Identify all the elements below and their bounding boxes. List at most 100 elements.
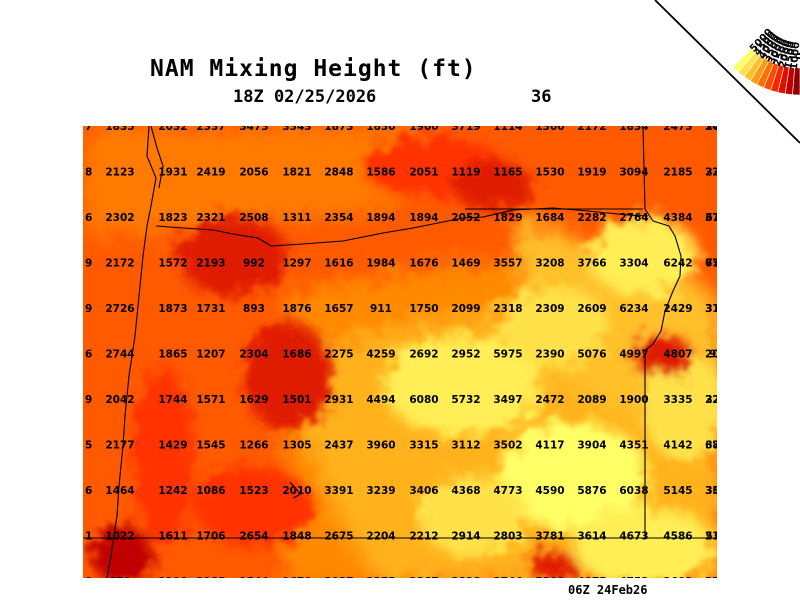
grid-value: 20 [705,349,717,361]
grid-value: 1464 [105,485,134,497]
map-title: NAM Mixing Height (ft) [150,56,477,82]
grid-value: 3904 [577,440,606,452]
grid-value: 1931 [158,167,187,179]
grid-value: 3557 [493,258,522,270]
grid-value: 5300 [535,576,564,578]
grid-value: 1530 [535,167,564,179]
grid-value: 2302 [105,212,134,224]
grid-value: 3391 [324,485,353,497]
grid-value: 1894 [366,212,395,224]
grid-value-edge: 9 [85,394,92,406]
grid-value: 3331 [705,167,717,179]
grid-value: 22 [705,167,717,179]
legend-swatch [756,60,775,89]
grid-value: 37 [705,212,717,224]
grid-value: 1190 [158,576,187,578]
grid-value: 1469 [451,258,480,270]
grid-value: 2193 [196,258,225,270]
grid-value: 1900 [409,126,438,133]
grid-value: 3719 [451,126,480,133]
grid-value: 2508 [239,212,268,224]
coastal-inlet [289,481,302,499]
grid-value: 2172 [577,126,606,133]
grid-value-edge: 9 [85,258,92,270]
grid-value: 2952 [451,349,480,361]
grid-value: 2914 [451,531,480,543]
grid-value: 2052 [451,212,480,224]
grid-value: 2099 [451,303,480,315]
grid-value: 2375 [366,576,395,578]
grid-value-edge: 6 [85,349,92,361]
grid-value: 893 [243,303,265,315]
grid-value: 1834 [619,126,648,133]
contour-region-yellow-3 [588,216,698,296]
grid-value: 2726 [105,303,134,315]
grid-value: 1611 [158,531,187,543]
puget-sound-shoreline [150,126,164,189]
grid-value: 2204 [366,531,395,543]
grid-value: 1865 [158,349,187,361]
grid-value: 6195 [705,212,717,224]
forecast-hour: 36 [531,87,552,107]
grid-value: 911 [370,303,392,315]
contour-region-red-2 [243,321,333,431]
grid-value: 3473 [239,126,268,133]
contour-region-yellow-7 [418,476,528,556]
grid-value: 3781 [535,531,564,543]
grid-value: 1266 [239,440,268,452]
grid-value: 1876 [282,303,311,315]
grid-value: 6242 [663,258,692,270]
grid-value-edge: 9 [85,303,92,315]
contour-region-red-7 [633,336,693,376]
snake-river-state-line [642,126,682,357]
legend-label: 1500 [783,41,799,70]
grid-value: 4586 [663,531,692,543]
grid-value: 1185 [196,576,225,578]
grid-value: 992 [243,258,265,270]
grid-value: 1572 [158,258,187,270]
grid-value: 1744 [158,394,187,406]
grid-value: 2654 [239,531,268,543]
grid-value: 2321 [196,212,225,224]
grid-value: 3208 [535,258,564,270]
grid-value: 991 [709,349,717,361]
grid-value: 4752 [619,576,648,578]
grid-value: 3693 [663,576,692,578]
grid-value: 3335 [663,394,692,406]
grid-value: 2437 [324,440,353,452]
grid-value: 2787 [705,576,717,578]
grid-value: 2764 [619,212,648,224]
grid-value: 2931 [324,394,353,406]
grid-value: 2051 [409,167,438,179]
grid-value: 1544 [239,576,268,578]
grid-value: 7525 [705,258,717,270]
grid-value-edge: 1 [85,531,92,543]
grid-value: 3766 [577,258,606,270]
grid-value: 5145 [663,485,692,497]
mixing-height-map: 1835 2032 2337 3473 3343 1873 1830 1900 3719 1114… [83,126,717,578]
grid-value: 4997 [619,349,648,361]
grid-value: 1629 [239,394,268,406]
grid-value: 1731 [196,303,225,315]
grid-value: 2177 [105,440,134,452]
contour-region-red-8 [93,526,153,578]
grid-value: 2275 [324,349,353,361]
grid-value: 3094 [619,167,648,179]
grid-value: 2042 [105,394,134,406]
grid-value: 67 [705,258,717,270]
grid-value: 2848 [324,167,353,179]
grid-value: 3502 [493,440,522,452]
legend-swatch [784,66,795,96]
grid-value-edge: 9 [85,576,92,578]
grid-value: 3112 [451,440,480,452]
grid-value: 2309 [535,303,564,315]
grid-value: 2692 [409,349,438,361]
grid-value: 1900 [619,394,648,406]
grid-value: 2472 [535,394,564,406]
grid-value: 2027 [324,576,353,578]
grid-value: 1829 [493,212,522,224]
grid-value: 1873 [324,126,353,133]
grid-value: 2051 [705,126,717,133]
grid-value: 2803 [493,531,522,543]
